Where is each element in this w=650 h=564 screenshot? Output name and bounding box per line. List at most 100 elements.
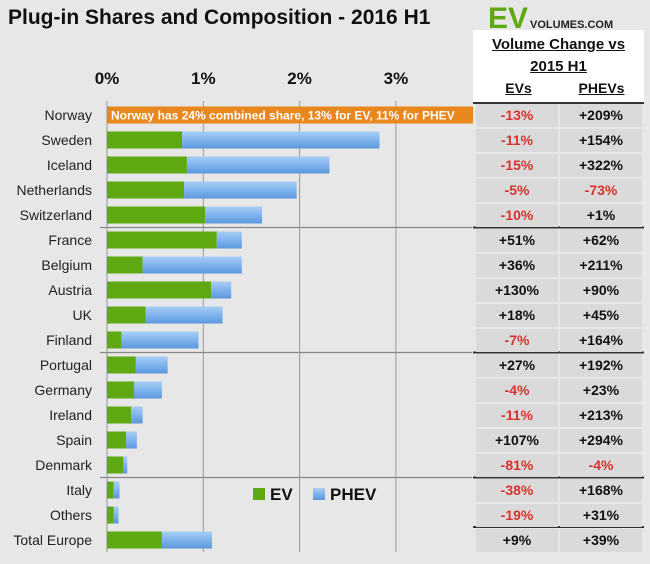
- table-cell-phev: +168%: [560, 478, 642, 502]
- category-label: France: [48, 232, 92, 248]
- table-cell-ev: -38%: [476, 478, 558, 502]
- phev-bar: [131, 406, 143, 424]
- ev-bar: [107, 406, 132, 424]
- norway-annotation: Norway has 24% combined share, 13% for E…: [111, 109, 455, 123]
- norway-bar: [107, 106, 473, 124]
- table-cell-phev: +39%: [560, 528, 642, 552]
- x-tick-label: 0%: [95, 69, 120, 88]
- ev-bar: [107, 331, 122, 349]
- category-label: Netherlands: [17, 182, 93, 198]
- phev-bar: [113, 506, 119, 524]
- table-cell-phev: +213%: [560, 403, 642, 427]
- table-cell-ev: -19%: [476, 503, 558, 527]
- table-cell-phev: +45%: [560, 303, 642, 327]
- phev-bar: [121, 331, 199, 349]
- table-cell-ev: -13%: [476, 103, 558, 127]
- table-cell-ev: +9%: [476, 528, 558, 552]
- table-cell-ev: -7%: [476, 328, 558, 352]
- table-cell-phev: +23%: [560, 378, 642, 402]
- phev-bar: [186, 156, 330, 174]
- ev-bar: [107, 481, 114, 499]
- phev-bar: [133, 381, 162, 399]
- category-label: Denmark: [35, 457, 93, 473]
- table-cell-ev: +36%: [476, 253, 558, 277]
- phev-bar: [145, 306, 223, 324]
- category-label: Portugal: [40, 357, 92, 373]
- phev-bar: [142, 256, 242, 274]
- legend-phev-label: PHEV: [330, 485, 377, 504]
- logo-volumes: VOLUMES.COM: [530, 19, 614, 31]
- ev-bar: [107, 306, 146, 324]
- table-cell-phev: +294%: [560, 428, 642, 452]
- table-cell-phev: +62%: [560, 228, 642, 252]
- legend-ev-swatch: [253, 488, 265, 500]
- chart-title: Plug-in Shares and Composition - 2016 H1: [8, 6, 431, 29]
- phev-bar: [211, 281, 232, 299]
- ev-bar: [107, 456, 124, 474]
- category-label: Spain: [56, 432, 92, 448]
- col-header-ev: EVs: [505, 80, 532, 96]
- x-tick-label: 3%: [384, 69, 409, 88]
- ev-bar: [107, 531, 162, 549]
- table-header: Volume Change vs 2015 H1 EVs PHEVs: [473, 30, 644, 104]
- phev-bar: [184, 181, 297, 199]
- category-label: Ireland: [49, 407, 92, 423]
- ev-bar: [107, 281, 212, 299]
- table-cell-phev: +322%: [560, 153, 642, 177]
- table-cell-ev: -11%: [476, 403, 558, 427]
- category-label: Austria: [48, 282, 92, 298]
- phev-bar: [126, 431, 137, 449]
- category-label: Belgium: [41, 257, 92, 273]
- category-label: Others: [50, 507, 92, 523]
- table-cell-phev: +154%: [560, 128, 642, 152]
- table-cell-ev: -11%: [476, 128, 558, 152]
- legend-phev-swatch: [313, 488, 325, 500]
- ev-bar: [107, 206, 206, 224]
- table-cell-ev: -15%: [476, 153, 558, 177]
- phev-bar: [113, 481, 120, 499]
- table-cell-phev: +1%: [560, 203, 642, 227]
- table-cell-ev: -5%: [476, 178, 558, 202]
- table-cell-ev: -4%: [476, 378, 558, 402]
- table-cell-phev: +211%: [560, 253, 642, 277]
- ev-bar: [107, 381, 134, 399]
- ev-bar: [107, 506, 114, 524]
- table-cell-phev: +192%: [560, 353, 642, 377]
- phev-bar: [135, 356, 168, 374]
- table-cell-phev: +209%: [560, 103, 642, 127]
- legend-ev-label: EV: [270, 485, 293, 504]
- table-cell-phev: +164%: [560, 328, 642, 352]
- ev-bar: [107, 256, 143, 274]
- phev-bar: [182, 131, 380, 149]
- table-cell-phev: -4%: [560, 453, 642, 477]
- table-cell-ev: +107%: [476, 428, 558, 452]
- table-cell-ev: +18%: [476, 303, 558, 327]
- x-tick-label: 1%: [191, 69, 216, 88]
- ev-bar: [107, 131, 183, 149]
- category-label: Iceland: [47, 157, 92, 173]
- table-cell-ev: +51%: [476, 228, 558, 252]
- table-cell-phev: +90%: [560, 278, 642, 302]
- evvolumes-logo: EV VOLUMES.COM: [488, 2, 613, 36]
- category-label: Germany: [34, 382, 92, 398]
- table-header-line2: 2015 H1: [530, 58, 587, 75]
- table-header-line1: Volume Change vs: [491, 36, 626, 53]
- category-label: UK: [73, 307, 93, 323]
- table-cell-ev: -81%: [476, 453, 558, 477]
- ev-bar: [107, 356, 136, 374]
- ev-bar: [107, 156, 187, 174]
- col-header-phev: PHEVs: [578, 80, 625, 96]
- x-tick-label: 2%: [287, 69, 312, 88]
- category-label: Sweden: [41, 132, 92, 148]
- category-label: Switzerland: [20, 207, 92, 223]
- category-label: Total Europe: [13, 532, 92, 548]
- phev-bar: [216, 231, 242, 249]
- table-cell-phev: +31%: [560, 503, 642, 527]
- table-cell-ev: -10%: [476, 203, 558, 227]
- ev-bar: [107, 431, 127, 449]
- ev-bar: [107, 231, 217, 249]
- category-label: Italy: [66, 482, 92, 498]
- category-label: Norway: [45, 107, 92, 123]
